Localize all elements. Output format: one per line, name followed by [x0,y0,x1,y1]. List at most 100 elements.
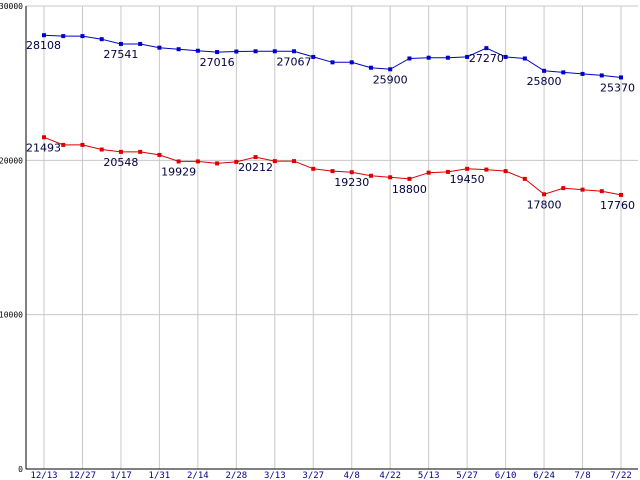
x-tick-label: 6/24 [533,471,555,480]
y-tick-label: 0 [18,465,23,474]
data-point-0 [426,55,431,60]
data-label: 27067 [277,55,312,68]
data-point-1 [349,170,354,175]
data-point-0 [311,54,316,59]
x-tick-label: 4/8 [344,471,360,480]
data-point-1 [157,152,162,157]
x-tick-label: 12/27 [69,471,96,480]
data-point-1 [388,175,393,180]
x-tick-label: 12/13 [30,471,57,480]
data-point-1 [138,149,143,154]
data-point-1 [445,169,450,174]
data-point-1 [176,159,181,164]
data-point-0 [330,60,335,65]
data-point-0 [176,47,181,52]
data-point-0 [465,54,470,59]
x-tick-label: 2/14 [187,471,209,480]
data-point-1 [195,159,200,164]
x-tick-label: 5/13 [418,471,440,480]
data-label: 19230 [334,176,369,189]
data-point-1 [561,186,566,191]
data-point-0 [407,56,412,61]
data-point-1 [311,166,316,171]
data-point-1 [503,169,508,174]
data-labels: 28108 27541 27016 27067 25900 27270 25800 25370… [26,39,635,212]
data-label: 28108 [26,39,61,52]
data-label: 25370 [600,81,635,94]
data-label: 19929 [161,165,196,178]
data-label: 17800 [527,198,562,211]
x-tick-label: 3/13 [264,471,286,480]
data-point-1 [330,169,335,174]
data-point-0 [272,49,277,54]
x-tick-label: 3/27 [302,471,324,480]
data-point-1 [465,166,470,171]
series-group [42,33,623,197]
data-point-0 [99,37,104,42]
data-point-0 [368,65,373,70]
data-point-0 [253,49,258,54]
data-point-1 [522,176,527,181]
data-label: 27270 [469,52,504,65]
grid [26,5,638,469]
data-point-0 [118,41,123,46]
data-point-0 [580,71,585,76]
data-point-0 [388,67,393,72]
data-point-0 [138,41,143,46]
x-tick-label: 2/28 [225,471,247,480]
data-point-0 [292,49,297,54]
data-point-0 [234,49,239,54]
data-label: 25900 [373,73,408,86]
data-point-1 [99,147,104,152]
data-label: 20212 [238,161,273,174]
data-point-1 [580,187,585,192]
data-point-1 [253,155,258,160]
x-tick-label: 1/17 [110,471,132,480]
data-point-1 [42,135,46,140]
data-point-1 [292,159,297,164]
data-point-0 [445,55,450,60]
data-point-1 [80,142,85,147]
data-point-0 [484,46,489,51]
x-tick-label: 6/10 [495,471,517,480]
data-point-1 [215,161,220,166]
data-point-0 [522,56,527,61]
data-point-1 [272,159,277,164]
data-label: 27016 [200,56,235,69]
data-point-1 [407,176,412,181]
data-point-0 [80,34,85,39]
data-label: 27541 [103,48,138,61]
x-tick-label: 7/22 [610,471,632,480]
data-label: 25800 [527,75,562,88]
data-point-1 [118,149,123,154]
data-label: 17760 [600,199,635,212]
x-tick-label: 1/31 [149,471,171,480]
y-tick-label: 20000 [0,156,23,165]
data-point-0 [619,75,623,80]
data-point-0 [542,68,547,73]
x-tick-label: 5/27 [456,471,478,480]
data-label: 19450 [450,173,485,186]
data-point-0 [61,34,66,39]
y-tick-label: 10000 [0,311,23,320]
data-point-1 [234,159,239,164]
data-point-1 [426,170,431,175]
data-point-0 [349,60,354,65]
data-point-1 [542,192,547,197]
data-point-0 [157,45,162,50]
data-point-0 [599,73,604,78]
x-tick-label: 7/8 [574,471,590,480]
data-label: 20548 [103,156,138,169]
data-point-1 [368,173,373,178]
data-point-0 [561,70,566,75]
data-point-1 [599,189,604,194]
data-label: 21493 [26,141,61,154]
y-tick-label: 30000 [0,2,23,11]
data-point-1 [619,192,623,197]
data-point-0 [195,48,200,53]
x-tick-label: 4/22 [379,471,401,480]
data-point-0 [503,54,508,59]
